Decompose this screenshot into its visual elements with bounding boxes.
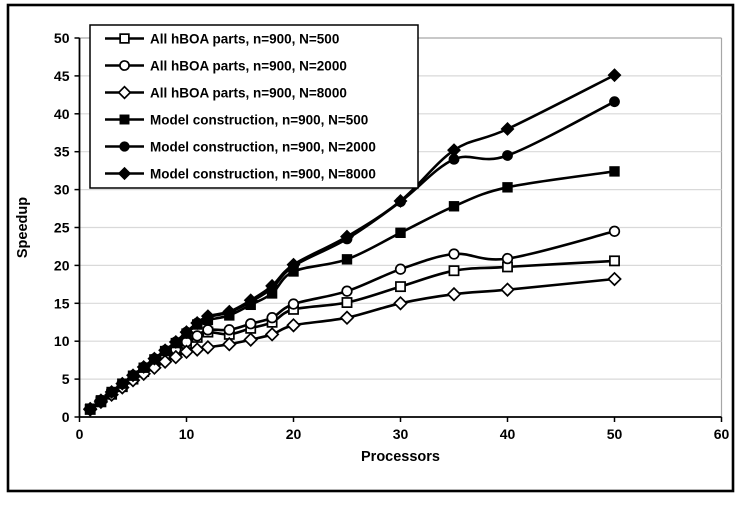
legend: All hBOA parts, n=900, N=500 All hBOA par… bbox=[89, 24, 419, 189]
legend-label: All hBOA parts, n=900, N=2000 bbox=[150, 59, 347, 74]
y-tick-label: 10 bbox=[54, 333, 70, 349]
legend-box bbox=[89, 24, 419, 189]
axes bbox=[74, 37, 723, 422]
y-tick-label: 5 bbox=[62, 371, 70, 387]
legend-label: Model construction, n=900, N=8000 bbox=[150, 167, 376, 182]
x-tick-label: 20 bbox=[286, 426, 302, 442]
y-tick-label: 15 bbox=[54, 295, 70, 311]
x-tick-label: 0 bbox=[76, 426, 84, 442]
legend-label: Model construction, n=900, N=2000 bbox=[150, 140, 376, 155]
tick-labels: 0 5 10 15 20 25 30 35 40 45 50 0 10 20 30 40 50 60 bbox=[54, 30, 730, 442]
x-tick-label: 40 bbox=[500, 426, 516, 442]
y-axis-label: Speedup bbox=[15, 197, 31, 258]
x-tick-label: 60 bbox=[714, 426, 730, 442]
y-tick-label: 0 bbox=[62, 409, 70, 425]
x-tick-label: 10 bbox=[179, 426, 195, 442]
x-tick-label: 50 bbox=[607, 426, 623, 442]
x-axis-label: Processors bbox=[361, 449, 440, 465]
legend-item-6: Model construction, n=900, N=8000 bbox=[105, 167, 376, 182]
legend-item-2: All hBOA parts, n=900, N=2000 bbox=[105, 59, 347, 74]
legend-item-5: Model construction, n=900, N=2000 bbox=[105, 140, 376, 155]
y-tick-label: 45 bbox=[54, 68, 70, 84]
legend-label: All hBOA parts, n=900, N=8000 bbox=[150, 86, 347, 101]
x-tick-label: 30 bbox=[393, 426, 409, 442]
y-tick-label: 35 bbox=[54, 144, 70, 160]
y-tick-label: 40 bbox=[54, 106, 70, 122]
y-tick-label: 50 bbox=[54, 30, 70, 46]
series-filled-diamond bbox=[83, 68, 622, 416]
legend-label: Model construction, n=900, N=500 bbox=[150, 113, 368, 128]
y-tick-label: 30 bbox=[54, 182, 70, 198]
legend-item-3: All hBOA parts, n=900, N=8000 bbox=[105, 86, 347, 101]
legend-label: All hBOA parts, n=900, N=500 bbox=[150, 32, 339, 47]
legend-item-1: All hBOA parts, n=900, N=500 bbox=[105, 32, 339, 47]
y-tick-label: 25 bbox=[54, 220, 70, 236]
y-tick-label: 20 bbox=[54, 257, 70, 273]
legend-item-4: Model construction, n=900, N=500 bbox=[105, 113, 368, 128]
